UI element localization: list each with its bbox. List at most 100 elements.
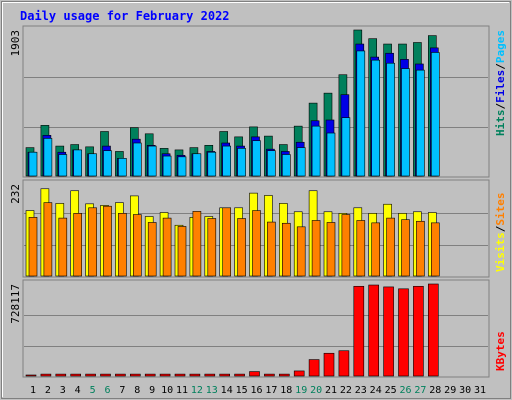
kbytes-bar-12	[189, 373, 201, 377]
pages-bar-4	[73, 149, 82, 177]
pages-bar-8	[133, 142, 142, 177]
pages-bar-12	[192, 153, 202, 177]
legend-hits-files-pages-part-3: Files	[494, 70, 507, 103]
kbytes-bar-23	[353, 285, 365, 377]
pages-bar-17	[267, 150, 276, 177]
x-label-25: 25	[385, 385, 397, 396]
sites-bar-9	[147, 222, 157, 277]
kbytes-bar-16	[249, 371, 260, 377]
legend-hits-files-pages-part-2: /	[494, 103, 507, 110]
sites-bar-7	[118, 213, 127, 277]
pages-bar-20	[311, 125, 321, 177]
pages-bar-15	[237, 148, 246, 177]
sites-bar-3	[58, 217, 68, 277]
sites-bar-10	[162, 217, 172, 277]
kbytes-bar-5	[85, 373, 96, 377]
pages-bar-6	[103, 150, 112, 177]
sites-bar-1	[28, 217, 38, 277]
x-label-19: 19	[295, 385, 307, 396]
sites-bar-16	[252, 210, 261, 277]
pages-bar-24	[371, 59, 381, 177]
kbytes-bar-26	[398, 288, 409, 377]
sites-bar-4	[73, 213, 82, 277]
kbytes-bar-13	[204, 373, 216, 377]
sites-bar-22	[341, 214, 351, 277]
legend-hits-files-pages: Hits/Files/Pages	[494, 30, 507, 136]
panel-kbytes	[22, 279, 490, 378]
x-label-28: 28	[429, 385, 441, 396]
legend-visits-sites-part-1: Visits	[494, 232, 507, 272]
x-label-22: 22	[340, 385, 352, 396]
kbytes-bar-10	[159, 373, 171, 377]
pages-bar-25	[386, 62, 395, 177]
pages-bar-2	[43, 138, 53, 177]
ymax-label-panel2: 232	[9, 184, 22, 204]
sites-bar-19	[296, 226, 306, 277]
x-label-20: 20	[310, 385, 322, 396]
pages-bar-26	[401, 68, 410, 177]
sites-bar-26	[401, 219, 410, 277]
kbytes-bar-18	[278, 373, 290, 377]
kbytes-bar-27	[413, 285, 424, 377]
kbytes-bar-28	[427, 283, 439, 377]
x-label-18: 18	[280, 385, 292, 396]
legend-kbytes: KBytes	[494, 331, 507, 371]
sites-bar-14	[222, 207, 231, 277]
x-label-5: 5	[90, 385, 96, 396]
pages-bar-10	[162, 155, 172, 177]
kbytes-bar-21	[323, 352, 335, 377]
pages-bar-13	[207, 151, 217, 177]
sites-bar-12	[192, 211, 202, 277]
sites-bar-2	[43, 202, 53, 277]
x-label-8: 8	[134, 385, 140, 396]
kbytes-bar-24	[368, 284, 380, 377]
legend-visits-sites: Visits/Sites	[494, 193, 507, 273]
sites-bar-21	[326, 222, 336, 277]
x-label-7: 7	[119, 385, 125, 396]
x-label-3: 3	[60, 385, 66, 396]
legend-kbytes-part-1: KBytes	[494, 331, 507, 371]
kbytes-bar-17	[264, 373, 275, 377]
x-label-13: 13	[206, 385, 218, 396]
x-label-27: 27	[414, 385, 426, 396]
kbytes-bar-15	[234, 373, 245, 377]
sites-bar-24	[371, 222, 381, 277]
x-label-15: 15	[236, 385, 248, 396]
pages-bar-3	[58, 154, 68, 177]
x-label-1: 1	[30, 385, 36, 396]
pages-bar-18	[281, 154, 291, 177]
x-label-9: 9	[149, 385, 155, 396]
kbytes-bar-7	[115, 373, 126, 377]
x-label-26: 26	[399, 385, 411, 396]
legend-visits-sites-part-2: /	[494, 225, 507, 232]
kbytes-bar-8	[130, 373, 141, 377]
x-label-6: 6	[104, 385, 110, 396]
pages-bar-5	[88, 153, 97, 177]
x-label-16: 16	[250, 385, 262, 396]
sites-bar-20	[311, 220, 321, 277]
pages-bar-1	[28, 151, 38, 177]
x-label-4: 4	[75, 385, 81, 396]
kbytes-bar-9	[144, 373, 156, 377]
chart-title: Daily usage for February 2022	[20, 9, 230, 23]
sites-bar-15	[237, 218, 246, 277]
sites-bar-11	[177, 226, 187, 277]
sites-bar-25	[386, 217, 395, 277]
kbytes-bar-25	[383, 286, 394, 377]
x-label-11: 11	[176, 385, 188, 396]
x-label-30: 30	[459, 385, 471, 396]
kbytes-bar-19	[293, 370, 305, 377]
kbytes-bar-3	[55, 373, 67, 377]
pages-bar-27	[416, 69, 425, 177]
legend-hits-files-pages-part-1: Hits	[494, 110, 507, 137]
ymax-label-panel3: 728117	[9, 284, 22, 324]
sites-bar-13	[207, 218, 217, 277]
kbytes-bar-14	[219, 373, 230, 377]
x-label-21: 21	[325, 385, 337, 396]
pages-bar-28	[430, 52, 440, 177]
sites-bar-8	[133, 214, 142, 277]
ymax-label-panel1: 1903	[9, 30, 22, 57]
pages-bar-19	[296, 147, 306, 177]
